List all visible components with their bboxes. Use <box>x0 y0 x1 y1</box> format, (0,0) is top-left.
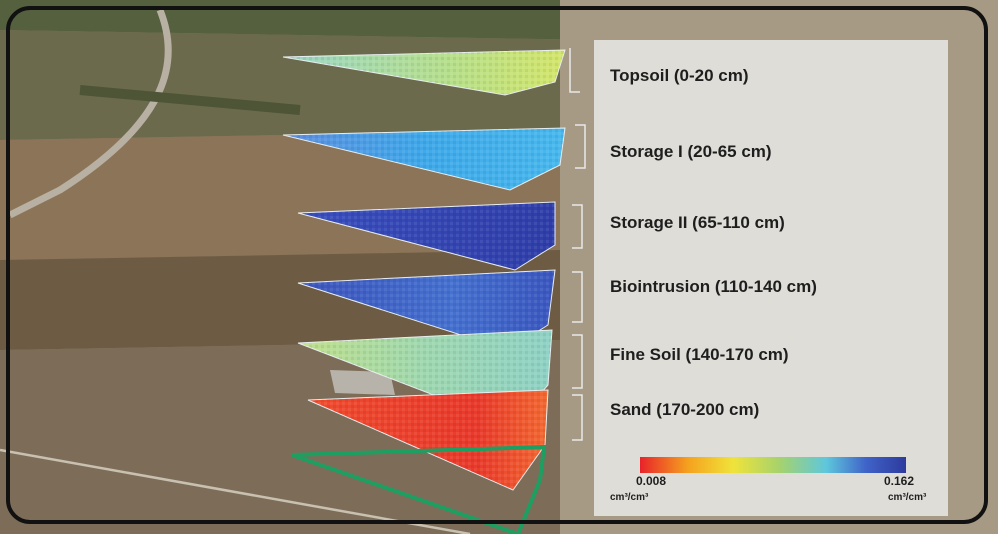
colorbar <box>640 457 906 473</box>
storage-1-layer-texture <box>283 128 565 190</box>
topsoil-label: Topsoil (0-20 cm) <box>610 66 749 85</box>
scrubland <box>0 250 560 350</box>
biointrusion-layer-texture <box>298 270 555 350</box>
colorbar-min-unit: cm³/cm³ <box>610 492 649 503</box>
sand-layer-texture <box>308 390 548 490</box>
colorbar-gradient <box>640 457 906 473</box>
storage-2-layer-texture <box>298 202 555 270</box>
storage-2-label: Storage II (65-110 cm) <box>610 213 785 232</box>
fine-soil-label: Fine Soil (140-170 cm) <box>610 345 789 364</box>
gravel-pad <box>330 370 395 395</box>
tree-line <box>79 85 301 115</box>
depth-brackets <box>569 48 586 441</box>
colorbar-max-value: 0.162 <box>884 474 915 488</box>
storage-1-label: Storage I (20-65 cm) <box>610 142 772 161</box>
sand-label: Sand (170-200 cm) <box>610 400 760 419</box>
topsoil-layer-texture <box>283 50 565 95</box>
colorbar-min-value: 0.008 <box>636 474 667 488</box>
legend-panel <box>594 40 948 516</box>
cover-footprint-outline <box>291 444 547 534</box>
colorbar-max-unit: cm³/cm³ <box>888 492 927 503</box>
biointrusion-label: Biointrusion (110-140 cm) <box>610 277 817 296</box>
